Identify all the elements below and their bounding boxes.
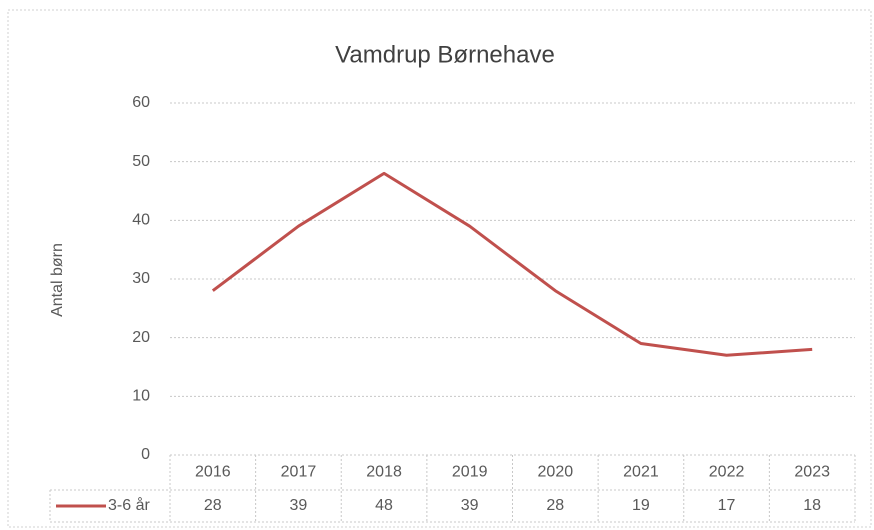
table-value: 19 [632,497,650,514]
chart-title: Vamdrup Børnehave [335,41,555,68]
x-tick-label: 2019 [452,464,488,481]
x-tick-label: 2022 [709,464,745,481]
y-tick-label: 20 [132,329,150,346]
table-value: 48 [375,497,393,514]
table-value: 17 [718,497,736,514]
series-line [211,171,813,357]
x-tick-label: 2021 [623,464,659,481]
table-value: 39 [290,497,308,514]
y-tick-label: 10 [132,388,150,405]
y-tick-label: 60 [132,94,150,111]
x-tick-label: 2016 [195,464,231,481]
x-tick-label: 2017 [281,464,317,481]
table-value: 18 [803,497,821,514]
x-tick-label: 2020 [538,464,574,481]
y-tick-label: 50 [132,153,150,170]
y-axis-label: Antal børn [49,243,66,317]
y-tick-label: 30 [132,270,150,287]
legend-label: 3-6 år [108,496,150,514]
table-value: 28 [546,497,564,514]
table-value: 28 [204,497,222,514]
y-tick-label: 0 [141,446,150,463]
x-tick-label: 2023 [794,464,830,481]
y-tick-label: 40 [132,212,150,229]
x-tick-label: 2018 [366,464,402,481]
chart-area [7,9,872,528]
table-value: 39 [461,497,479,514]
